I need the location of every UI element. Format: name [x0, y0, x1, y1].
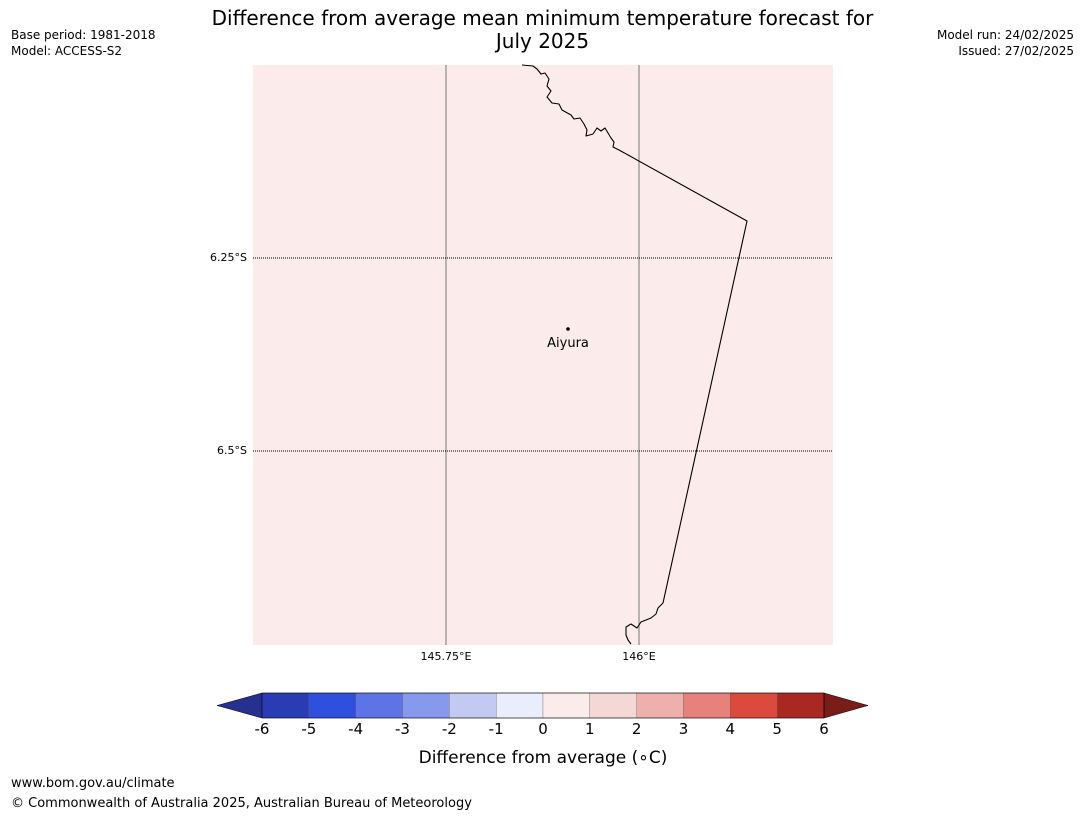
map-area	[253, 65, 833, 645]
model-name: Model: ACCESS-S2	[11, 44, 123, 58]
colorbar-segment	[589, 692, 637, 719]
colorbar	[216, 692, 869, 719]
colorbar-tick-label: 3	[678, 720, 689, 738]
colorbar-segment	[402, 692, 450, 719]
base-period: Base period: 1981-2018	[11, 28, 156, 42]
colorbar-segment	[496, 692, 544, 719]
map-title: Difference from average mean minimum tem…	[150, 7, 935, 53]
colorbar-segment	[449, 692, 497, 719]
model-run: Model run: 24/02/2025	[936, 28, 1074, 42]
colorbar-segment	[777, 692, 825, 719]
colorbar-tick-label: -3	[395, 720, 410, 738]
title-line-1: Difference from average mean minimum tem…	[211, 6, 874, 30]
colorbar-tick-label: -6	[254, 720, 270, 738]
issued-date: Issued: 27/02/2025	[958, 44, 1074, 58]
colorbar-tick-label: 2	[631, 720, 642, 738]
colorbar-segment	[308, 692, 356, 719]
colorbar-segment	[542, 692, 590, 719]
colorbar-segment	[636, 692, 684, 719]
coastline-border	[521, 64, 748, 645]
colorbar-segment	[730, 692, 778, 719]
colorbar-tick-label: 5	[772, 720, 782, 738]
colorbar-tick-label: 4	[725, 720, 736, 738]
colorbar-tick-label: -1	[488, 720, 504, 738]
place-label-aiyura: Aiyura	[547, 336, 589, 351]
colorbar-tick-label: -5	[301, 720, 317, 738]
footer-url: www.bom.gov.au/climate	[11, 776, 175, 791]
colorbar-frame	[261, 692, 825, 719]
colorbar-tick-label: 0	[538, 720, 548, 738]
colorbar-segment	[683, 692, 731, 719]
aiyura-marker	[566, 327, 570, 331]
colorbar-tick-label: -4	[348, 720, 364, 738]
lon-label-145-75: 145.75°E	[420, 650, 472, 663]
title-line-2: July 2025	[495, 29, 590, 53]
colorbar-extend-low	[216, 692, 263, 719]
colorbar-segment	[261, 692, 309, 719]
lat-label-6-25: 6.25°S	[210, 251, 247, 264]
footer-copyright: © Commonwealth of Australia 2025, Austra…	[11, 796, 472, 811]
colorbar-segment	[355, 692, 403, 719]
colorbar-tick-label: 1	[585, 720, 595, 738]
lon-label-146: 146°E	[622, 650, 656, 663]
colorbar-tick-label: -2	[441, 720, 457, 738]
colorbar-tick-label: 6	[819, 720, 829, 738]
colorbar-label: Difference from average (∘C)	[418, 748, 668, 768]
colorbar-extend-high	[823, 692, 869, 719]
lat-label-6-5: 6.5°S	[217, 444, 247, 457]
